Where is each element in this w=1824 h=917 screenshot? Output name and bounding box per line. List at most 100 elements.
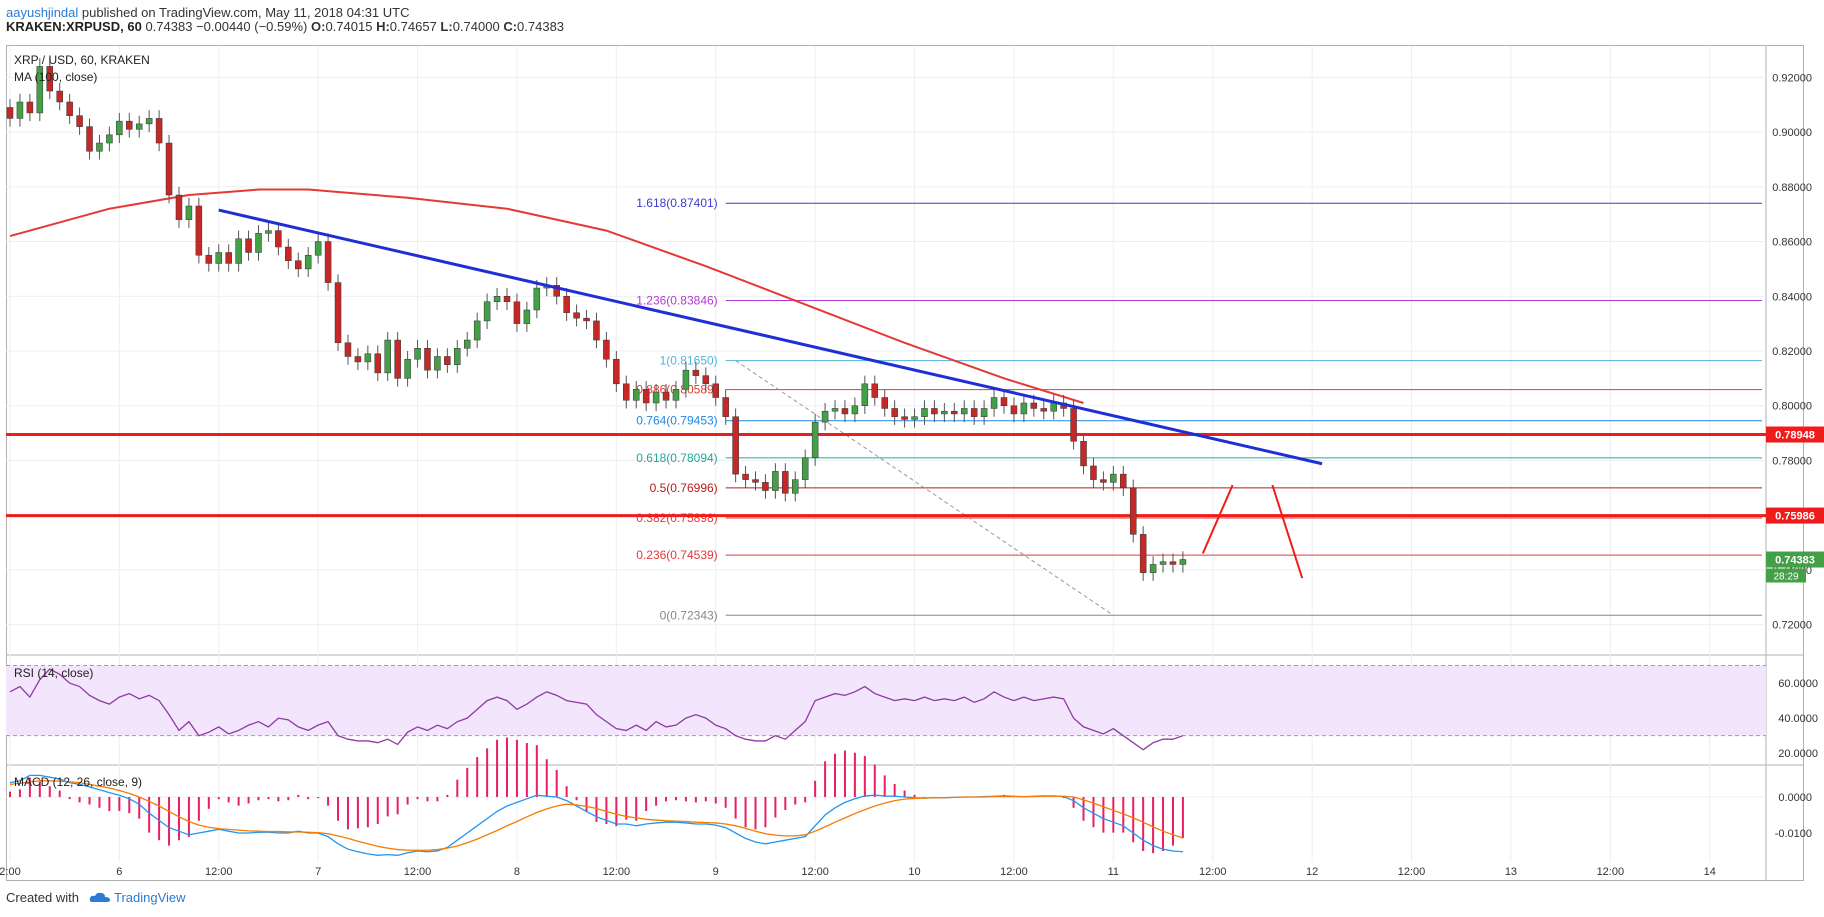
macd-histogram-bar — [376, 797, 379, 824]
x-axis-tick-label: 12 — [1306, 866, 1318, 878]
candle-body — [116, 120, 123, 136]
macd-histogram-bar — [307, 797, 310, 800]
fib-diagonal-line — [735, 360, 1114, 616]
ohlc-line: KRAKEN:XRPUSD, 60 0.74383 −0.00440 (−0.5… — [6, 19, 564, 34]
candle-body — [26, 101, 34, 114]
macd-histogram-bar — [1162, 797, 1165, 851]
macd-pane-title: MACD (12, 26, close, 9) — [14, 775, 142, 789]
candle-body — [1100, 479, 1107, 483]
price-axis-tick-label: 0.92000 — [1772, 72, 1812, 84]
candle-body — [245, 238, 252, 253]
macd-histogram-bar — [883, 775, 886, 797]
resistance-price-badge — [1766, 426, 1824, 443]
cloud-icon — [89, 892, 110, 902]
signal-line — [9, 780, 1184, 851]
macd-histogram-bar — [446, 794, 449, 797]
macd-histogram-bar — [207, 797, 210, 809]
macd-histogram-bar — [834, 753, 837, 797]
macd-histogram-bar — [48, 786, 51, 797]
x-axis-tick-label: 7 — [315, 866, 321, 878]
candle-body — [424, 348, 431, 371]
macd-histogram-bar — [903, 790, 906, 797]
candle-body — [1120, 473, 1127, 489]
rsi-axis-tick-label: 20.0000 — [1778, 748, 1818, 760]
chart-area[interactable] — [6, 45, 1804, 881]
candle-body — [364, 353, 372, 363]
candle-body — [931, 408, 938, 415]
candle-body — [901, 416, 908, 420]
macd-histogram-bar — [287, 797, 290, 801]
resistance-price-label: 0.78948 — [1775, 430, 1815, 442]
tradingview-logo-link[interactable]: TradingView — [89, 890, 186, 905]
price-axis-tick-label: 0.72000 — [1772, 620, 1812, 632]
candle-body — [463, 339, 471, 349]
macd-histogram-bar — [674, 797, 677, 801]
candle-body — [404, 358, 411, 379]
candle-body — [324, 241, 332, 283]
macd-histogram-bar — [615, 797, 618, 827]
macd-histogram-bar — [227, 797, 230, 803]
macd-histogram-bar — [824, 761, 827, 797]
macd-histogram-bar — [396, 797, 399, 815]
macd-histogram-bar — [9, 791, 11, 797]
candle-body — [613, 358, 620, 385]
macd-histogram-bar — [625, 797, 628, 820]
candle-body — [334, 282, 342, 344]
candle-body — [265, 230, 272, 234]
macd-histogram-bar — [168, 797, 171, 846]
macd-histogram-bar — [277, 797, 280, 802]
macd-histogram-bar — [575, 797, 578, 801]
candle-body — [374, 353, 382, 374]
x-axis-tick-label: 12:00 — [1199, 866, 1227, 878]
macd-histogram-bar — [78, 797, 81, 803]
price-change: −0.00440 (−0.59%) — [196, 19, 308, 34]
fib-level-label: 1(0.81650) — [660, 354, 718, 368]
author-link[interactable]: aayushjindal — [6, 5, 79, 20]
macd-histogram-bar — [1092, 797, 1095, 828]
candle-body — [941, 410, 948, 415]
macd-histogram-bar — [18, 789, 21, 797]
macd-histogram-bar — [863, 755, 866, 797]
x-axis-tick-label: 12:00 — [801, 866, 829, 878]
chart-canvas[interactable]: 2:00 6 12:00 7 12:00 8 12:00 9 12:00 10 12:00 11 12:… — [0, 0, 1824, 885]
fib-level-label: 0(0.72343) — [660, 608, 718, 622]
macd-histogram-bar — [595, 797, 598, 822]
fib-level-label: 1.236(0.83846) — [636, 293, 717, 307]
rsi-line — [9, 668, 1184, 751]
candle-body — [980, 408, 988, 417]
x-axis-tick-label: 12:00 — [205, 866, 233, 878]
macd-axis-tick-label: -0.0100 — [1775, 828, 1812, 840]
candle-body — [56, 90, 63, 103]
x-axis-tick-label: 8 — [514, 866, 520, 878]
close-value: 0.74383 — [517, 19, 565, 34]
x-axis-tick-label: 10 — [908, 866, 920, 878]
price-axis-tick-label: 0.90000 — [1772, 127, 1812, 139]
candle-body — [1159, 561, 1167, 565]
macd-histogram-bar — [515, 739, 518, 797]
macd-histogram-bar — [1142, 797, 1145, 851]
candle-body — [523, 309, 531, 324]
candle-body — [732, 416, 739, 475]
candle-body — [483, 301, 491, 322]
open-value: 0.74015 — [325, 19, 373, 34]
candle-body — [752, 479, 759, 483]
candle-body — [1050, 402, 1057, 412]
macd-histogram-bar — [605, 797, 608, 824]
candle-body — [1040, 408, 1048, 412]
macd-histogram-bar — [814, 780, 817, 797]
macd-histogram-bar — [366, 797, 369, 828]
macd-histogram-bar — [1132, 797, 1135, 843]
x-axis-tick-label: 12:00 — [1597, 866, 1625, 878]
fib-level-label: 1.618(0.87401) — [636, 196, 717, 210]
close-label: C: — [503, 19, 518, 34]
price-axis-tick-label: 0.80000 — [1772, 401, 1812, 413]
candle-body — [454, 348, 461, 365]
macd-histogram-bar — [68, 797, 71, 800]
macd-histogram-bar — [754, 797, 757, 830]
macd-histogram-bar — [804, 797, 807, 803]
candle-body — [593, 320, 600, 341]
macd-histogram-bar — [704, 797, 707, 802]
macd-histogram-bar — [1122, 797, 1125, 833]
x-axis-tick-label: 14 — [1704, 866, 1716, 878]
macd-histogram-bar — [88, 797, 91, 805]
